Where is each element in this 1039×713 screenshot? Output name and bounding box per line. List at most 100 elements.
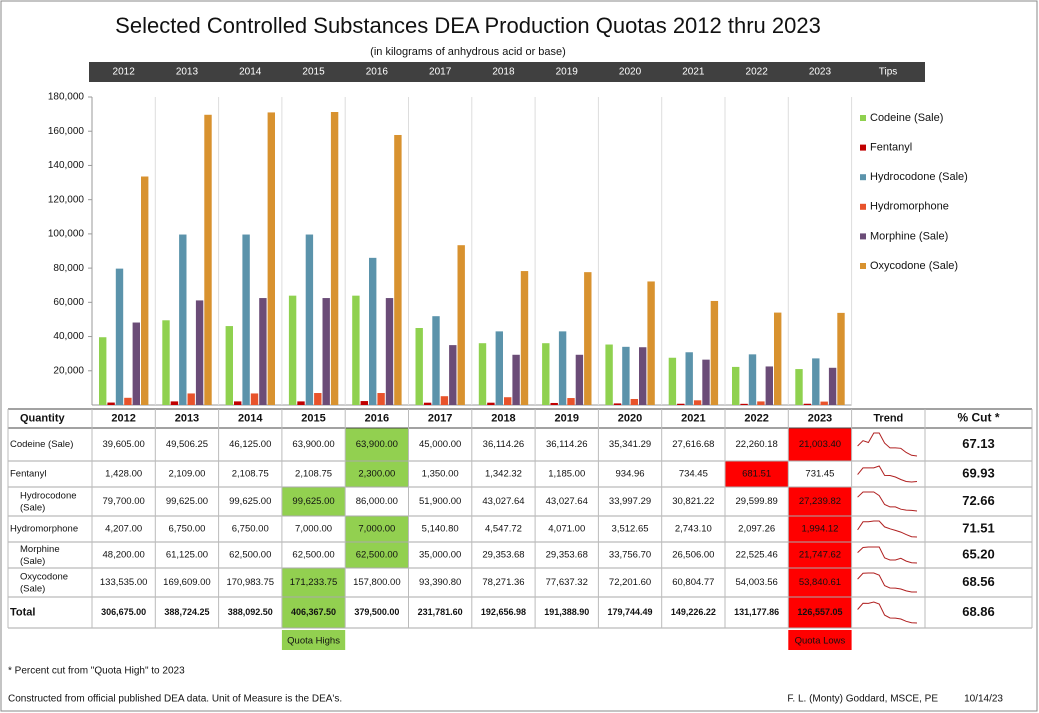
sparkline [857,491,918,512]
sparkline [857,546,918,564]
cell-value: 60,804.77 [672,577,714,588]
footnote: * Percent cut from "Quota High" to 2023 [8,666,185,677]
cell-value: 48,200.00 [103,550,145,561]
bar [432,316,440,405]
bar [584,272,592,405]
bar [415,328,423,405]
low-cell [725,461,789,487]
cell-value: 26,506.00 [672,550,714,561]
bar [520,271,529,405]
high-cell [345,428,409,461]
cell-value: 79,700.00 [103,496,145,507]
bar [710,300,719,405]
header-year: 2019 [556,67,579,78]
table-header: 2017 [428,412,452,424]
bar [757,401,765,405]
bar [795,369,803,405]
cell-value: 35,341.29 [609,439,651,450]
y-tick-label: 120,000 [48,194,85,205]
header-year: 2023 [809,67,832,78]
cell-value: 53,840.61 [799,577,841,588]
cell-value: 2,097.26 [738,524,775,535]
table-header: 2012 [111,412,135,424]
table-header: Quantity [20,412,65,424]
cell-value: 21,747.62 [799,550,841,561]
note-box [788,630,852,650]
cell-value: 2,108.75 [295,469,332,480]
cell-value: 22,260.18 [736,439,778,450]
bar [352,295,360,405]
cell-value: 171,233.75 [290,577,338,588]
bar [639,347,647,405]
bar [647,281,655,405]
cut-value: 69.93 [962,465,995,480]
bar [124,397,132,405]
title: Selected Controlled Substances DEA Produ… [115,13,821,38]
sparkline [857,520,918,538]
cell-value: 6,750.00 [168,524,205,535]
y-tick-label: 100,000 [48,229,85,240]
row-label: Oxycodone (Sale) [20,571,71,594]
cell-value: 191,388.90 [544,607,589,617]
bar [288,295,297,405]
cell-value: 734.45 [679,469,708,480]
cell-value: 388,092.50 [228,607,273,617]
cell-value: 1,342.32 [485,469,522,480]
cell-value: 126,557.05 [797,607,842,617]
bar [558,331,567,405]
header-bar [89,62,925,82]
sparkline [857,572,917,593]
author: F. L. (Monty) Goddard, MSCE, PE [787,694,938,705]
table-header: 2021 [681,412,705,424]
bar [630,398,638,405]
cell-value: 2,109.00 [168,469,205,480]
cell-value: 3,512.65 [612,524,649,535]
cell-value: 77,637.32 [546,577,588,588]
row-label: Morphine (Sale) [20,544,62,567]
cut-value: 68.86 [962,604,995,619]
bar [225,326,233,405]
low-cell [788,568,852,597]
cell-value: 39,605.00 [103,439,145,450]
bar [242,234,250,405]
cell-value: 54,003.56 [736,577,778,588]
low-cell [788,516,852,542]
cell-value: 1,185.00 [548,469,585,480]
bar [542,343,550,405]
legend-swatch [860,115,866,121]
bar [685,352,693,405]
header-year: 2018 [492,67,515,78]
cell-value: 934.96 [616,469,645,480]
legend-swatch [860,203,866,210]
bar [765,366,773,405]
cell-value: 231,781.60 [418,607,463,617]
bar [449,345,457,405]
legend-swatch [860,174,866,181]
cut-value: 67.13 [962,436,995,451]
subtitle: (in kilograms of anhydrous acid or base) [370,46,566,58]
bar [305,234,314,405]
bar [478,343,487,405]
cell-value: 62,500.00 [356,550,398,561]
bar [457,245,465,405]
header-year: 2020 [619,67,642,78]
bar [622,346,630,405]
cell-value: 170,983.75 [226,577,274,588]
header-year: 2012 [113,67,136,78]
cell-value: 61,125.00 [166,550,208,561]
cell-value: 78,271.36 [482,577,524,588]
table-header: 2019 [555,412,579,424]
bar [162,320,170,405]
bar [512,354,520,405]
header-year: 2015 [302,67,325,78]
cell-value: 62,500.00 [229,550,271,561]
bar [504,397,512,405]
legend-swatch [860,233,866,240]
bar [613,403,622,405]
bar [440,396,449,405]
header-year: 2021 [682,67,705,78]
bar [234,401,242,405]
legend-label: Oxycodone (Sale) [870,260,958,272]
bar [314,393,322,405]
row-label: Hydromorphone [10,524,78,535]
